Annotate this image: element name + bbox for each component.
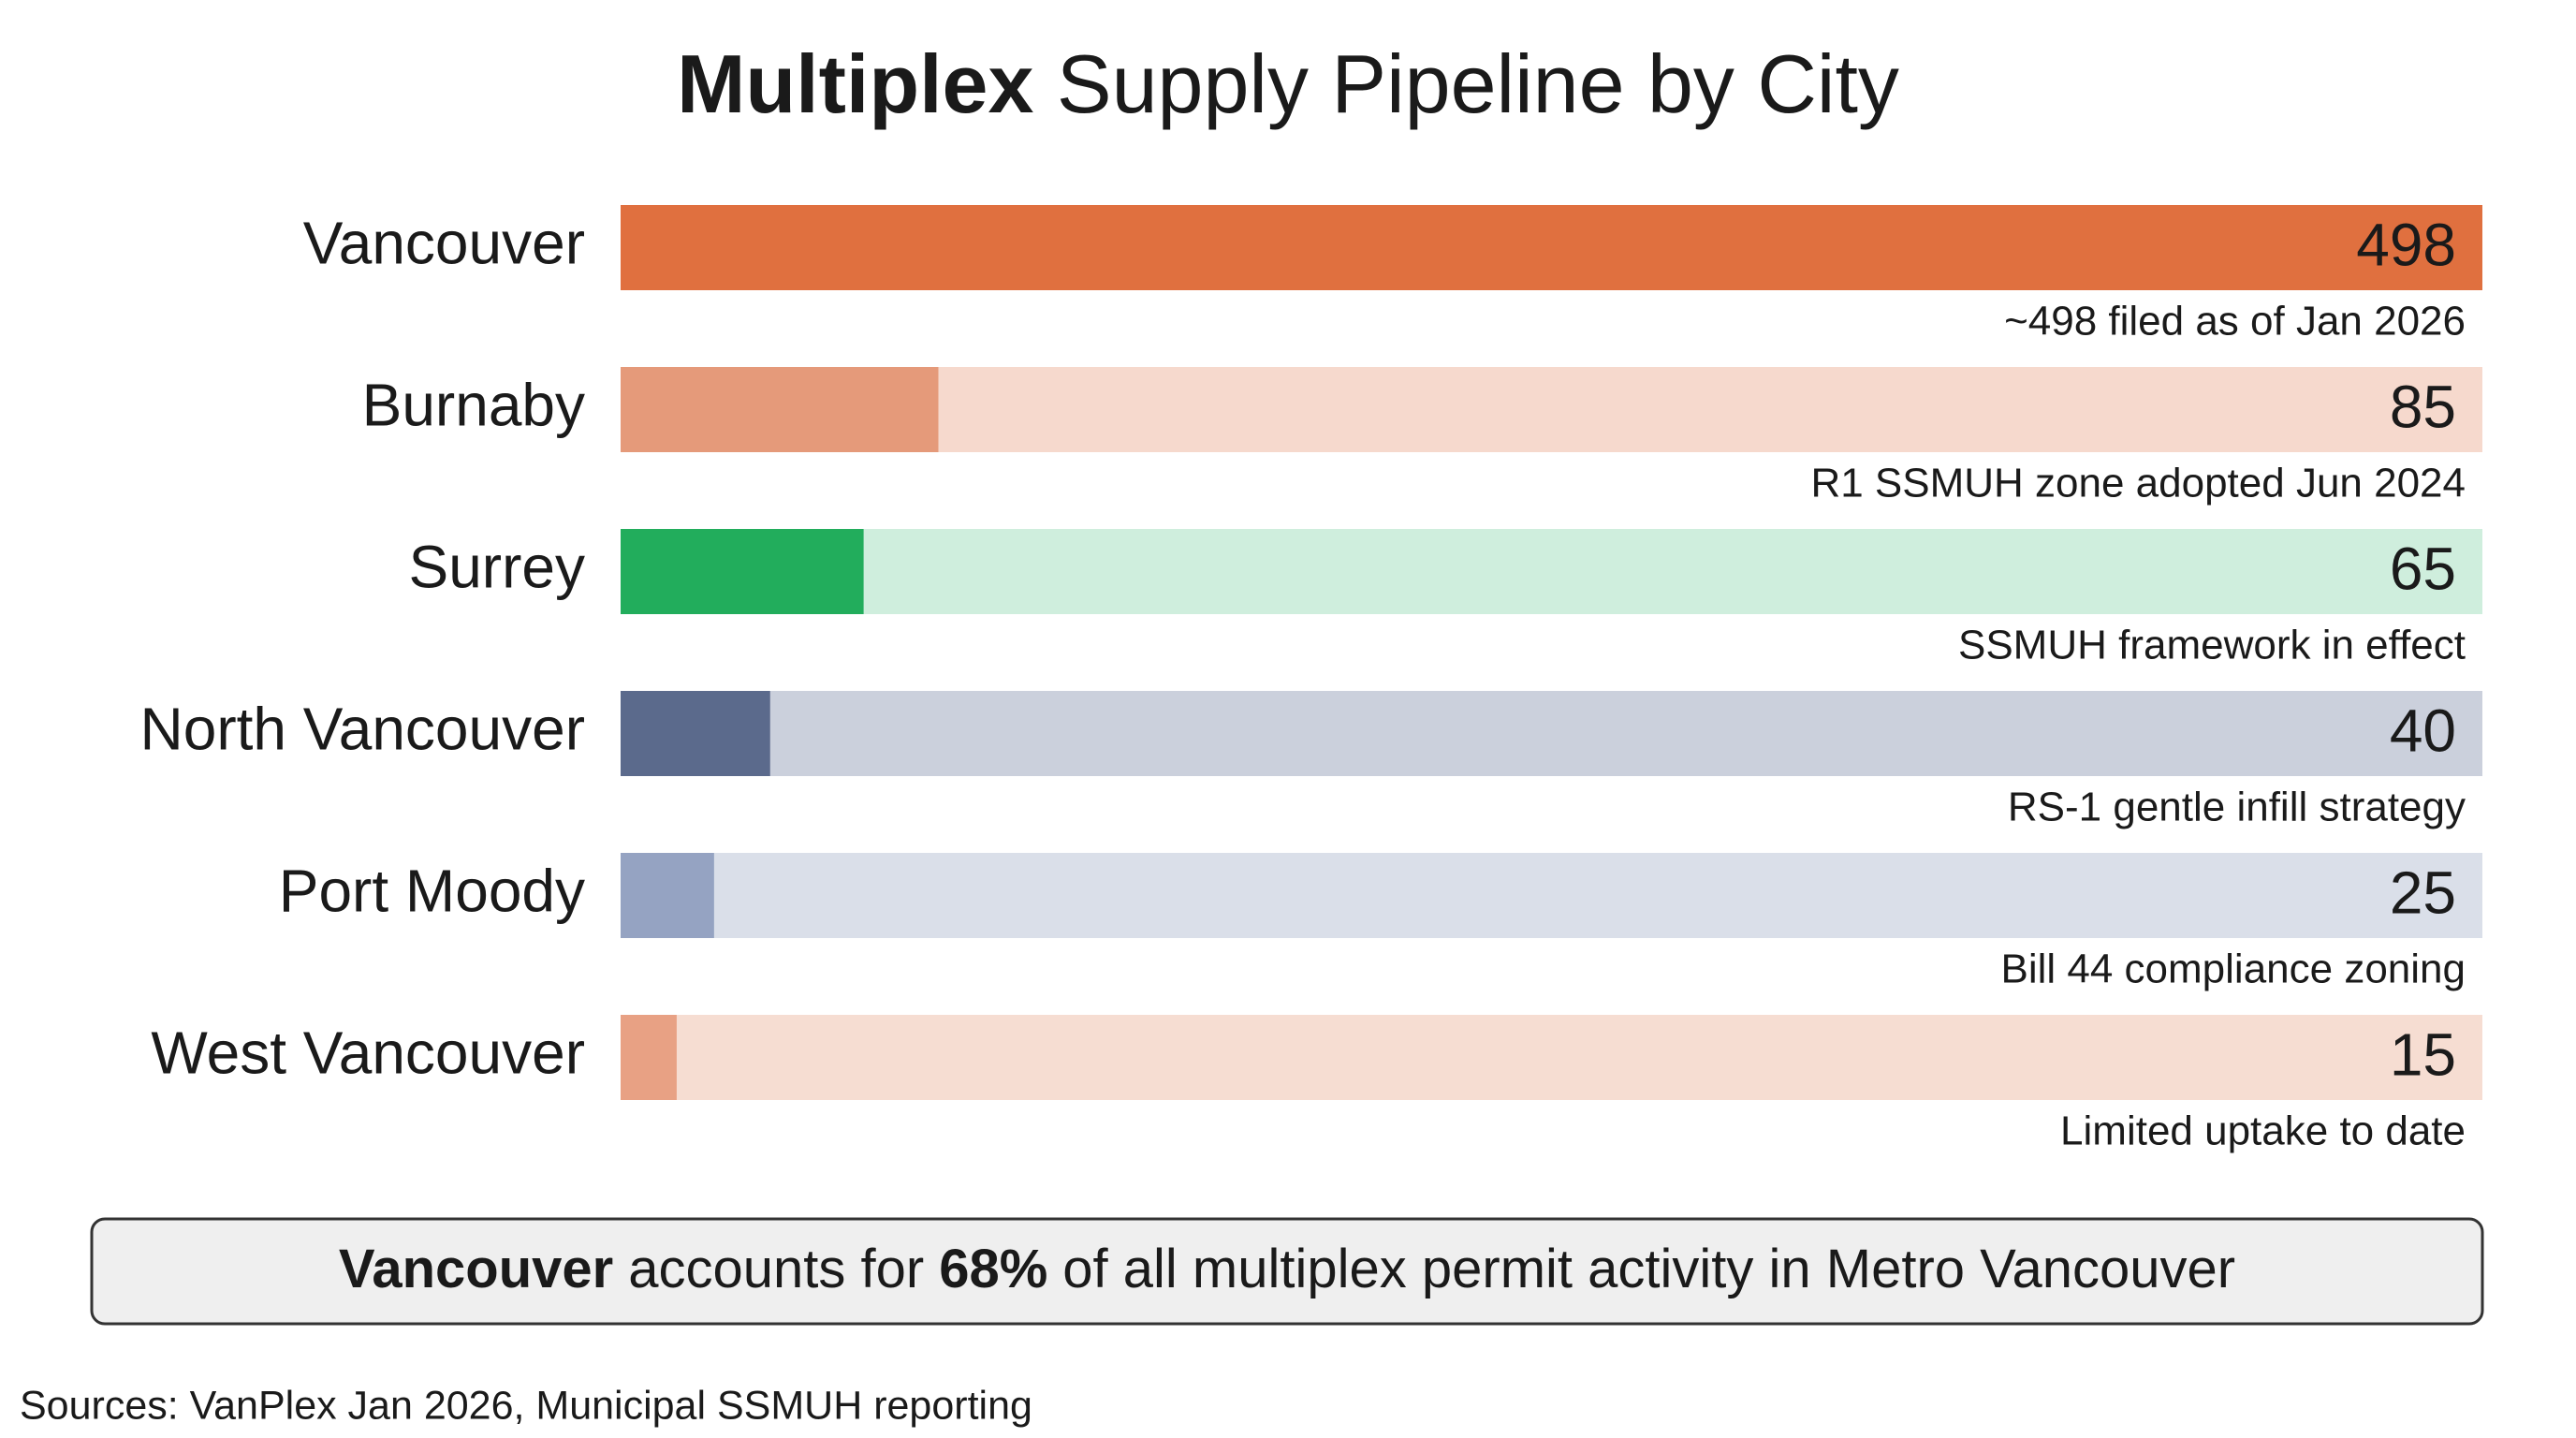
- bar-track: [621, 1015, 2482, 1100]
- category-label: Burnaby: [362, 371, 585, 438]
- bar-track: [621, 691, 2482, 776]
- callout-part: Vancouver: [339, 1239, 613, 1299]
- callout-part: of all multiplex permit activity in Metr…: [1062, 1239, 2235, 1299]
- note: SSMUH framework in effect: [1958, 623, 2466, 668]
- note: Bill 44 compliance zoning: [2000, 946, 2466, 992]
- bar-track: [621, 529, 2482, 614]
- category-label: Vancouver: [303, 209, 585, 276]
- bar: [621, 205, 2482, 290]
- chart-title: Multiplex Supply Pipeline by City: [677, 37, 1899, 130]
- title-part: Supply Pipeline by City: [1033, 37, 1898, 130]
- note: Limited uptake to date: [2060, 1108, 2466, 1154]
- bar: [621, 367, 939, 452]
- bar: [621, 853, 714, 938]
- callout-part: accounts for: [628, 1239, 924, 1299]
- callout-box: [90, 1217, 2484, 1326]
- bar: [621, 1015, 677, 1100]
- category-label: North Vancouver: [140, 695, 586, 762]
- note: R1 SSMUH zone adopted Jun 2024: [1810, 461, 2466, 506]
- category-label: Port Moody: [279, 857, 585, 924]
- bar-track: [621, 853, 2482, 938]
- bar: [621, 529, 864, 614]
- value-label: 65: [2390, 535, 2456, 602]
- title-part: Multiplex: [677, 37, 1033, 130]
- value-label: 25: [2390, 858, 2456, 926]
- category-label: West Vancouver: [151, 1019, 585, 1086]
- bar: [621, 691, 770, 776]
- value-label: 498: [2356, 211, 2456, 278]
- value-label: 40: [2390, 697, 2456, 764]
- note: ~498 filed as of Jan 2026: [2004, 299, 2466, 345]
- callout: Vancouver accounts for 68% of all multiplex…: [339, 1239, 2235, 1299]
- callout-part: 68%: [939, 1239, 1047, 1299]
- category-label: Surrey: [409, 533, 586, 600]
- value-label: 15: [2390, 1020, 2456, 1088]
- source: Sources: VanPlex Jan 2026, Municipal SSM…: [20, 1383, 1032, 1428]
- note: RS-1 gentle infill strategy: [2008, 785, 2466, 830]
- value-label: 85: [2390, 373, 2456, 440]
